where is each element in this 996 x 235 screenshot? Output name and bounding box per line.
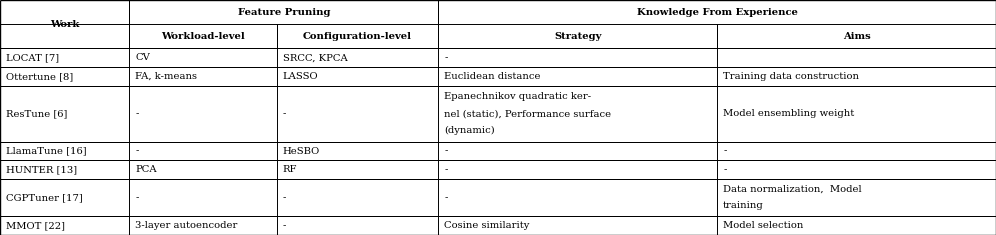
Text: LlamaTune [16]: LlamaTune [16] (6, 147, 87, 156)
Text: ResTune [6]: ResTune [6] (6, 109, 68, 118)
Text: Data normalization,  Model: Data normalization, Model (723, 185, 862, 194)
Text: Epanechnikov quadratic ker-: Epanechnikov quadratic ker- (444, 92, 592, 101)
Text: Model selection: Model selection (723, 221, 804, 230)
Text: CGPTuner [17]: CGPTuner [17] (6, 193, 83, 202)
Text: nel (static), Performance surface: nel (static), Performance surface (444, 109, 612, 118)
Text: LASSO: LASSO (283, 72, 319, 81)
Text: Configuration-level: Configuration-level (303, 32, 412, 41)
Text: -: - (283, 109, 286, 118)
Text: MMOT [22]: MMOT [22] (6, 221, 65, 230)
Text: Knowledge From Experience: Knowledge From Experience (636, 8, 798, 17)
Text: Feature Pruning: Feature Pruning (238, 8, 330, 17)
Text: CV: CV (135, 53, 150, 62)
Text: Strategy: Strategy (554, 32, 602, 41)
Text: -: - (135, 147, 138, 156)
Text: Training data construction: Training data construction (723, 72, 860, 81)
Text: LOCAT [7]: LOCAT [7] (6, 53, 59, 62)
Text: HeSBO: HeSBO (283, 147, 320, 156)
Text: SRCC, KPCA: SRCC, KPCA (283, 53, 348, 62)
Text: Euclidean distance: Euclidean distance (444, 72, 541, 81)
Text: FA, k-means: FA, k-means (135, 72, 197, 81)
Text: -: - (283, 193, 286, 202)
Text: Model ensembling weight: Model ensembling weight (723, 109, 855, 118)
Text: -: - (444, 165, 447, 174)
Text: -: - (283, 221, 286, 230)
Text: training: training (723, 201, 764, 210)
Text: -: - (723, 165, 726, 174)
Text: -: - (444, 53, 447, 62)
Text: HUNTER [13]: HUNTER [13] (6, 165, 77, 174)
Text: 3-layer autoencoder: 3-layer autoencoder (135, 221, 238, 230)
Text: PCA: PCA (135, 165, 157, 174)
Text: -: - (444, 147, 447, 156)
Text: RF: RF (283, 165, 298, 174)
Text: Cosine similarity: Cosine similarity (444, 221, 530, 230)
Text: Workload-level: Workload-level (161, 32, 245, 41)
Text: Work: Work (50, 20, 80, 29)
Text: Ottertune [8]: Ottertune [8] (6, 72, 74, 81)
Text: -: - (135, 193, 138, 202)
Text: (dynamic): (dynamic) (444, 126, 495, 135)
Text: Aims: Aims (843, 32, 871, 41)
Text: -: - (444, 193, 447, 202)
Text: -: - (135, 109, 138, 118)
Text: -: - (723, 147, 726, 156)
